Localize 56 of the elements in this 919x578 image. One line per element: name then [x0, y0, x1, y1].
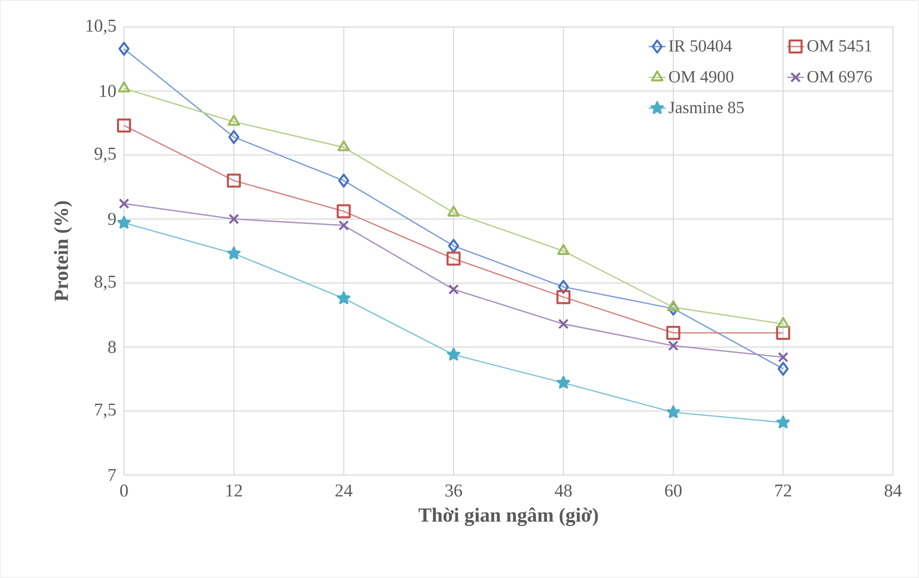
point [338, 174, 350, 188]
legend-label: OM 4900 [669, 70, 734, 82]
legend-label: Jasmine 85 [668, 102, 744, 114]
point [558, 280, 569, 294]
y-tick-label: 7,5 [95, 404, 116, 418]
point [117, 216, 131, 229]
point [228, 130, 240, 144]
point [228, 214, 240, 224]
x-tick-label: 84 [884, 484, 902, 497]
x-tick-label: 36 [445, 484, 462, 497]
point [558, 318, 569, 330]
point [556, 376, 570, 389]
point [336, 204, 351, 218]
point [448, 284, 459, 295]
legend-label: OM 5451 [807, 40, 872, 52]
point [338, 140, 350, 152]
point [668, 340, 679, 351]
y-tick-label: 7 [108, 469, 116, 481]
point [666, 326, 680, 340]
point [556, 290, 570, 304]
point [446, 348, 460, 361]
point [118, 198, 130, 209]
legend-label: IR 50404 [668, 40, 732, 52]
point [117, 118, 132, 133]
point [776, 316, 790, 328]
x-tick-label: 0 [120, 484, 128, 497]
x-tick-label: 48 [554, 484, 572, 497]
point [448, 238, 460, 253]
x-tick-label: 60 [665, 484, 682, 497]
point [776, 416, 790, 428]
y-tick-label: 10 [100, 84, 116, 98]
y-tick-label: 10,5 [86, 20, 116, 34]
x-tick-label: 24 [336, 484, 352, 496]
point [447, 206, 460, 217]
x-tick-label: 72 [775, 484, 792, 496]
point [557, 244, 570, 255]
point [778, 362, 789, 376]
point [118, 42, 130, 56]
point [667, 300, 680, 312]
point [778, 352, 788, 362]
point [228, 114, 240, 126]
y-tick-label: 9 [108, 212, 116, 226]
x-axis-title: Thời gian ngâm (giờ) [418, 508, 598, 526]
y-tick-label: 9,5 [94, 148, 116, 162]
point [337, 291, 350, 304]
point [227, 246, 241, 260]
y-tick-label: 8,5 [94, 276, 116, 290]
point [118, 81, 130, 92]
x-tick-label: 12 [226, 484, 242, 496]
y-axis-title: Protein (%) [54, 201, 72, 302]
point [226, 174, 241, 188]
y-tick-label: 8 [108, 340, 116, 354]
legend-label: OM 6976 [807, 70, 872, 82]
point [446, 252, 461, 266]
point [338, 220, 349, 231]
point [666, 405, 680, 418]
